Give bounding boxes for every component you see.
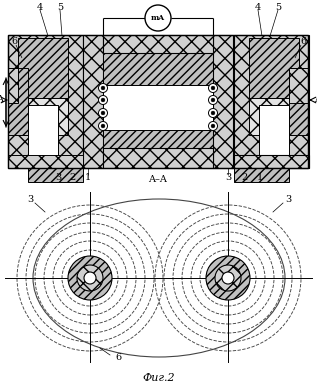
Text: A–A: A–A (149, 175, 167, 184)
Circle shape (68, 256, 112, 300)
Text: 1: 1 (257, 174, 263, 182)
Circle shape (211, 98, 215, 102)
Bar (18, 98, 68, 135)
Bar (299, 68, 309, 103)
Circle shape (84, 272, 96, 284)
Text: 3: 3 (27, 195, 33, 205)
Text: A: A (314, 96, 317, 104)
Circle shape (206, 256, 250, 300)
Bar (213, 35, 233, 168)
Circle shape (99, 109, 107, 118)
Text: 1: 1 (85, 174, 91, 182)
Circle shape (101, 124, 105, 128)
Circle shape (222, 272, 234, 284)
Text: 3: 3 (55, 174, 61, 182)
Text: 6: 6 (11, 38, 17, 46)
Circle shape (99, 83, 107, 93)
Circle shape (99, 121, 107, 131)
Circle shape (209, 121, 217, 131)
Bar (234, 35, 309, 168)
Circle shape (211, 86, 215, 90)
Circle shape (77, 265, 103, 291)
Text: 6: 6 (115, 354, 121, 362)
Circle shape (101, 111, 105, 115)
Bar (103, 85, 213, 130)
Bar (259, 105, 289, 165)
Bar (8, 68, 28, 135)
Text: 4: 4 (37, 3, 43, 12)
Bar (103, 130, 213, 168)
Text: 2: 2 (70, 174, 76, 182)
Bar (249, 98, 299, 135)
Bar (103, 35, 213, 53)
Bar (289, 68, 309, 135)
Circle shape (101, 98, 105, 102)
Circle shape (209, 83, 217, 93)
Circle shape (145, 5, 171, 31)
Circle shape (211, 111, 215, 115)
Bar (8, 35, 308, 168)
Text: mA: mA (151, 14, 165, 22)
Circle shape (209, 96, 217, 104)
Bar (249, 38, 299, 98)
Text: 4: 4 (255, 3, 261, 12)
Text: 3: 3 (225, 174, 231, 182)
Bar (18, 38, 68, 98)
Circle shape (209, 109, 217, 118)
Circle shape (101, 86, 105, 90)
Bar (8, 68, 18, 103)
Text: Фиг.2: Фиг.2 (143, 373, 175, 383)
Bar (234, 168, 289, 182)
Bar (83, 35, 103, 168)
Bar (103, 35, 213, 85)
Circle shape (215, 265, 241, 291)
Text: 3: 3 (285, 195, 291, 205)
Bar (8, 155, 83, 168)
Circle shape (211, 124, 215, 128)
Text: 2: 2 (241, 174, 247, 182)
Bar (28, 105, 58, 165)
Text: 5: 5 (57, 3, 63, 12)
Bar (28, 168, 83, 182)
Bar (234, 155, 309, 168)
Text: A: A (0, 96, 3, 104)
Circle shape (99, 96, 107, 104)
Bar (8, 35, 83, 168)
Bar (289, 68, 309, 103)
Text: 5: 5 (275, 3, 281, 12)
Text: 6: 6 (300, 38, 306, 46)
Bar (103, 148, 213, 168)
